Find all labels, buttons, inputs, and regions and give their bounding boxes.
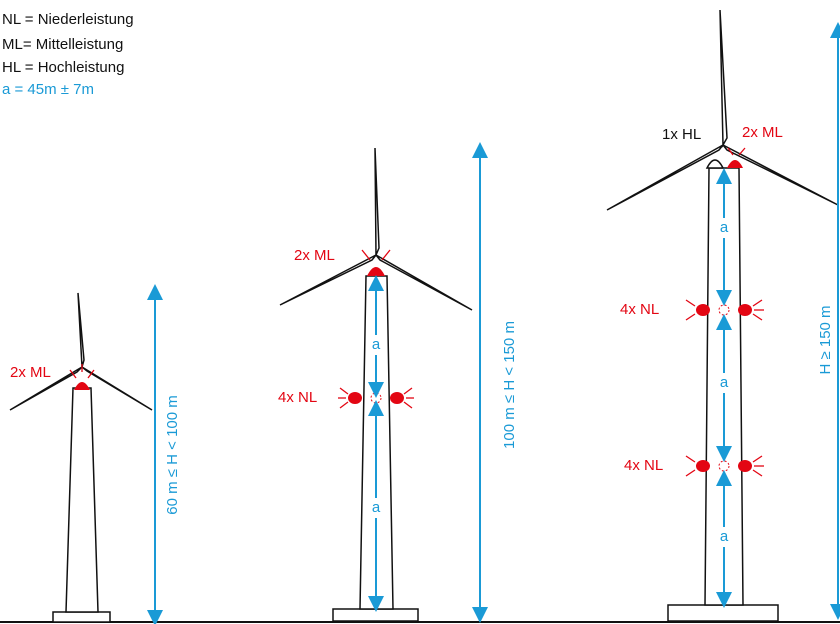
lamp-label: 4x NL <box>278 389 317 406</box>
legend-item: a = 45m ± 7m <box>2 81 94 98</box>
lamp-label: 2x ML <box>742 124 783 141</box>
turbine: 1x HL 2x ML 4x NL 4x NL a a a H ≥ 150 m <box>606 9 840 622</box>
height-label: 60 m ≤ H < 100 m <box>164 395 181 515</box>
height-label: 100 m ≤ H < 150 m <box>501 321 518 449</box>
legend-item: HL = Hochleistung <box>2 59 124 76</box>
legend: NL = Niederleistung ML= Mittelleistung H… <box>2 11 134 98</box>
spacing-label: a <box>720 374 729 391</box>
turbine: 2x ML 4x NL a a 100 m ≤ H < 150 m <box>278 142 518 623</box>
spacing-label: a <box>720 219 729 236</box>
lamp-label: 2x ML <box>294 247 335 264</box>
turbine: 2x ML 60 m ≤ H < 100 m <box>9 284 181 624</box>
legend-item: ML= Mittelleistung <box>2 36 123 53</box>
legend-item: NL = Niederleistung <box>2 11 134 28</box>
lamp-label: 2x ML <box>10 364 51 381</box>
lamp-label: 4x NL <box>624 457 663 474</box>
height-label: H ≥ 150 m <box>817 305 834 374</box>
lamp-label: 4x NL <box>620 301 659 318</box>
spacing-label: a <box>720 528 729 545</box>
spacing-label: a <box>372 336 381 353</box>
spacing-label: a <box>372 499 381 516</box>
lamp-label: 1x HL <box>662 126 701 143</box>
